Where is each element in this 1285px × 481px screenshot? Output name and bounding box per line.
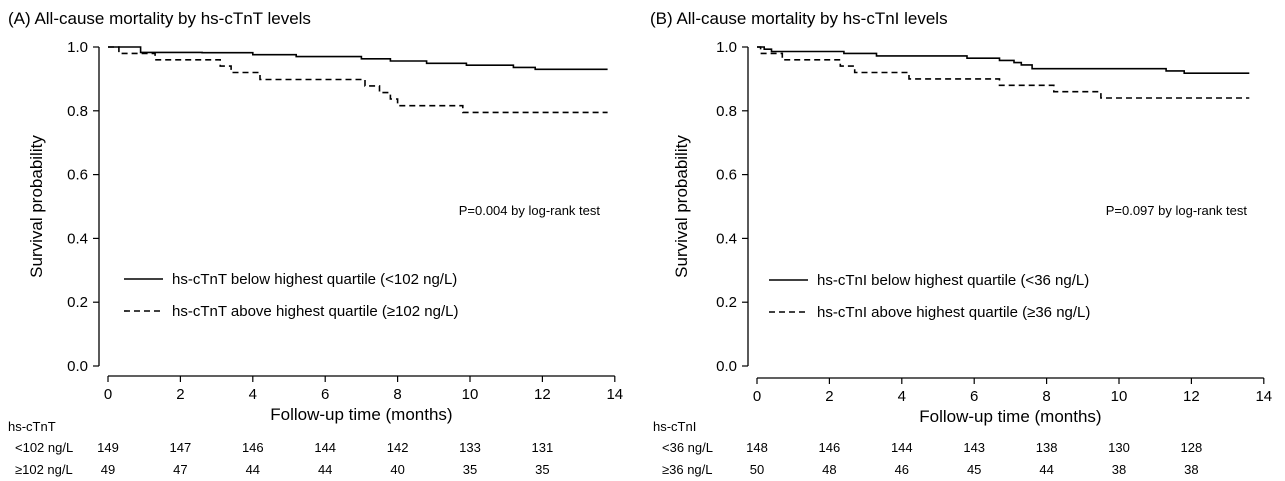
risk-table-count: 38 [1184, 462, 1198, 477]
risk-table-count: 131 [532, 440, 554, 455]
x-tick-label: 2 [176, 386, 184, 403]
x-tick-label: 2 [825, 388, 833, 405]
risk-table-count: 50 [750, 462, 764, 477]
x-tick-label: 0 [104, 386, 112, 403]
risk-table-count: 44 [318, 462, 332, 477]
x-tick-label: 8 [393, 386, 401, 403]
chart-panel-b: (B) All-cause mortality by hs-cTnI level… [645, 0, 1285, 481]
km-plot-a: 0.0 0.2 0.4 0.6 0.8 1.0 0 2 4 6 8 10 12 14 Follow-up t… [8, 39, 623, 477]
risk-table-count: 44 [246, 462, 260, 477]
y-tick-label: 0.6 [716, 167, 737, 184]
y-tick-label: 1.0 [716, 39, 737, 56]
y-tick-label: 0.2 [716, 294, 737, 311]
risk-table-count: 49 [101, 462, 115, 477]
x-tick-label: 6 [321, 386, 329, 403]
risk-table-count: 143 [963, 440, 985, 455]
risk-table-count: 47 [173, 462, 187, 477]
risk-table-count: 146 [819, 440, 841, 455]
y-tick-label: 0.4 [716, 230, 737, 247]
risk-table-count: 38 [1112, 462, 1126, 477]
y-tick-label: 0.6 [67, 167, 88, 184]
x-axis-label: Follow-up time (months) [270, 405, 452, 424]
x-tick-label: 0 [753, 388, 761, 405]
risk-table-count: 138 [1036, 440, 1058, 455]
x-tick-label: 10 [1111, 388, 1128, 405]
y-tick-label: 1.0 [67, 39, 88, 56]
risk-table-header: hs-cTnT [8, 419, 56, 434]
legend-label: hs-cTnI above highest quartile (≥36 ng/L… [817, 304, 1090, 321]
survival-curve-solid [757, 46, 1250, 74]
risk-table-count: 46 [895, 462, 909, 477]
survival-curve-solid [108, 46, 608, 71]
risk-table-row-label: <102 ng/L [15, 440, 73, 455]
survival-curve-dashed [108, 46, 608, 114]
y-tick-label: 0.0 [67, 358, 88, 375]
risk-table-count: 45 [967, 462, 981, 477]
risk-table-count: 148 [746, 440, 768, 455]
x-tick-label: 12 [534, 386, 551, 403]
risk-table-count: 40 [390, 462, 404, 477]
y-tick-label: 0.8 [67, 103, 88, 120]
risk-table-count: 35 [463, 462, 477, 477]
risk-table-count: 144 [314, 440, 336, 455]
x-tick-label: 14 [606, 386, 623, 403]
y-tick-label: 0.2 [67, 294, 88, 311]
y-tick-label: 0.0 [716, 358, 737, 375]
risk-table-count: 133 [459, 440, 481, 455]
risk-table-count: 149 [97, 440, 119, 455]
x-tick-label: 6 [970, 388, 978, 405]
x-axis-label: Follow-up time (months) [919, 407, 1101, 426]
risk-table-count: 44 [1039, 462, 1053, 477]
x-tick-label: 8 [1042, 388, 1050, 405]
risk-table-count: 128 [1181, 440, 1203, 455]
x-tick-label: 14 [1255, 388, 1272, 405]
chart-panel-a: (A) All-cause mortality by hs-cTnT level… [0, 0, 642, 481]
risk-table-header: hs-cTnI [653, 419, 696, 434]
p-value-annotation: P=0.097 by log-rank test [1106, 203, 1248, 218]
risk-table-count: 142 [387, 440, 409, 455]
legend-label: hs-cTnT below highest quartile (<102 ng/… [172, 271, 457, 288]
legend-label: hs-cTnI below highest quartile (<36 ng/L… [817, 272, 1089, 289]
x-tick-label: 4 [249, 386, 257, 403]
x-tick-label: 10 [462, 386, 479, 403]
risk-table-count: 35 [535, 462, 549, 477]
risk-table-count: 147 [170, 440, 192, 455]
y-tick-label: 0.8 [716, 103, 737, 120]
y-axis-label: Survival probability [672, 135, 691, 278]
chart-title: (A) All-cause mortality by hs-cTnT level… [8, 9, 311, 28]
y-tick-label: 0.4 [67, 230, 88, 247]
risk-table-count: 130 [1108, 440, 1130, 455]
survival-curve-dashed [757, 46, 1250, 99]
x-tick-label: 12 [1183, 388, 1200, 405]
y-axis-label: Survival probability [27, 135, 46, 278]
p-value-annotation: P=0.004 by log-rank test [459, 203, 601, 218]
risk-table-count: 146 [242, 440, 264, 455]
x-tick-label: 4 [898, 388, 906, 405]
legend-label: hs-cTnT above highest quartile (≥102 ng/… [172, 303, 458, 320]
risk-table-row-label: ≥102 ng/L [15, 462, 73, 477]
risk-table-row-label: ≥36 ng/L [662, 462, 713, 477]
chart-title: (B) All-cause mortality by hs-cTnI level… [650, 9, 948, 28]
risk-table-count: 48 [822, 462, 836, 477]
risk-table-row-label: <36 ng/L [662, 440, 713, 455]
risk-table-count: 144 [891, 440, 913, 455]
